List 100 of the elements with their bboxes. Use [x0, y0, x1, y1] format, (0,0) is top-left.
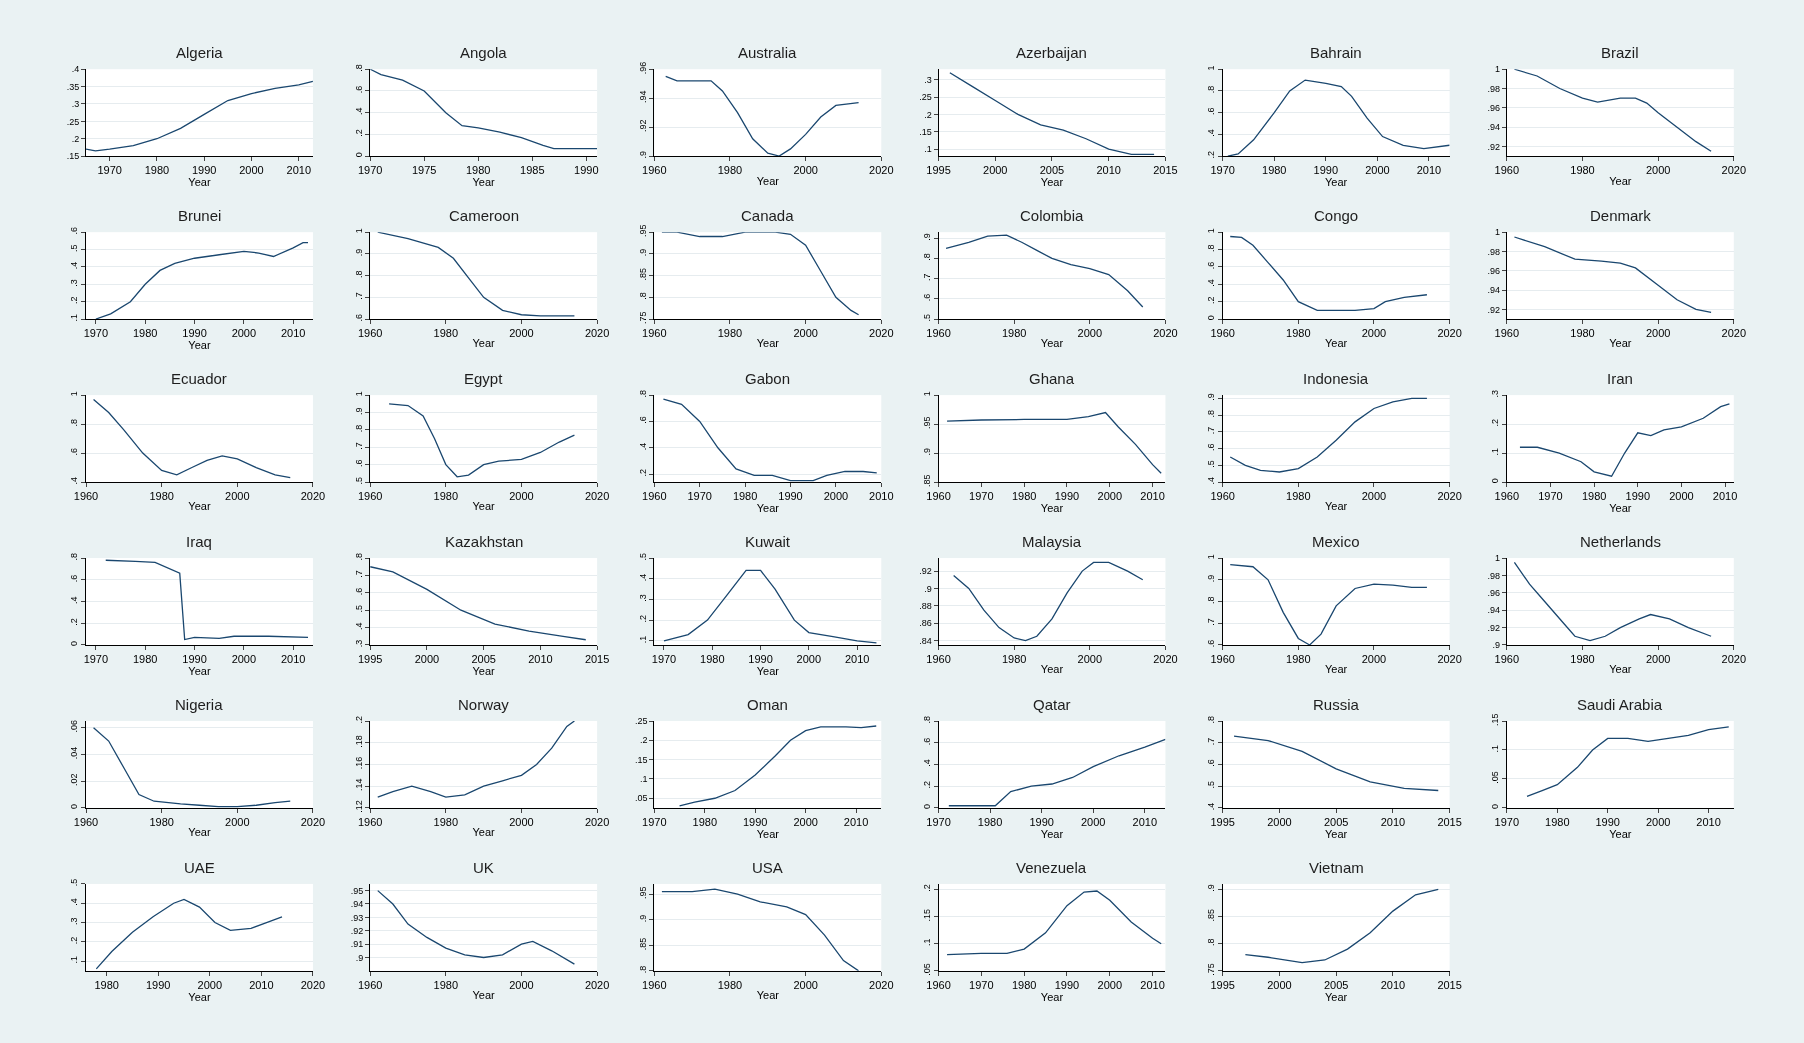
y-tick-label: .9 — [637, 151, 648, 159]
x-tick-label: 1980 — [132, 327, 158, 340]
chart-title: Vietnam — [1309, 859, 1364, 876]
x-tick-label: 1980 — [1545, 816, 1570, 829]
y-tick-label: .6 — [1206, 639, 1217, 648]
y-tick-label: .4 — [1206, 129, 1217, 137]
y-tick-label: .8 — [353, 270, 364, 279]
x-tick-label: 2010 — [286, 164, 311, 177]
x-tick-label: 2020 — [584, 490, 610, 503]
x-tick-label: 1980 — [1011, 490, 1037, 503]
x-tick-label: 1990 — [1029, 816, 1054, 829]
x-tick-label: 1995 — [926, 164, 951, 177]
x-axis-title: Year — [472, 337, 496, 350]
y-tick-label: .96 — [1487, 587, 1501, 598]
x-tick-label: 1990 — [778, 490, 803, 503]
x-tick-label: 1980 — [1286, 327, 1311, 340]
x-tick-label: 1990 — [191, 164, 217, 177]
line-series — [665, 75, 860, 157]
x-axis-title: Year — [188, 176, 211, 189]
chart-title: Denmark — [1590, 207, 1652, 224]
y-tick-label: .7 — [1206, 737, 1217, 746]
y-tick-label: .1 — [924, 144, 932, 155]
y-tick-label: .9 — [921, 447, 932, 456]
x-tick-label: 1960 — [1210, 653, 1235, 666]
y-tick-label: .92 — [1487, 141, 1501, 152]
chart-title: Venezuela — [1016, 859, 1087, 876]
chart-title: Colombia — [1020, 207, 1085, 224]
y-tick-label: .8 — [1206, 596, 1217, 604]
y-tick-label: 1 — [1495, 227, 1501, 238]
y-tick-label: .16 — [353, 756, 364, 770]
x-tick-label: 1980 — [717, 979, 743, 992]
y-tick-label: .7 — [353, 292, 364, 300]
y-tick-label: .98 — [1487, 83, 1501, 94]
x-tick-label: 2010 — [528, 653, 553, 666]
y-tick-label: 0 — [1206, 315, 1217, 321]
chart-title: Australia — [738, 44, 798, 61]
line-series — [1513, 236, 1712, 313]
x-tick-label: 2020 — [1437, 327, 1462, 340]
y-tick-label: .94 — [637, 90, 648, 104]
y-tick-label: .8 — [69, 418, 80, 427]
x-tick-label: 2020 — [300, 816, 326, 829]
x-tick-label: 1990 — [742, 816, 768, 829]
chart-title: Indonesia — [1303, 370, 1369, 387]
x-axis-title: Year — [756, 989, 780, 1002]
y-tick-label: .1 — [1490, 744, 1501, 753]
x-tick-label: 1980 — [1011, 979, 1037, 992]
x-tick-label: 2000 — [793, 327, 818, 340]
chart-title: UK — [473, 859, 494, 876]
y-tick-label: .3 — [353, 639, 364, 648]
y-tick-label: .6 — [1206, 107, 1217, 116]
x-tick-label: 1990 — [145, 979, 171, 992]
y-tick-label: .7 — [921, 273, 932, 282]
x-tick-label: 2000 — [239, 164, 264, 177]
x-tick-label: 2010 — [1380, 979, 1406, 992]
line-series — [661, 888, 860, 971]
line-series — [1233, 735, 1439, 792]
x-tick-label: 2005 — [1323, 979, 1349, 992]
x-tick-label: 2010 — [843, 816, 869, 829]
y-tick-label: .2 — [69, 296, 80, 305]
line-series — [370, 566, 587, 641]
line-series — [1229, 235, 1428, 312]
x-tick-label: 2000 — [796, 653, 822, 666]
chart-title: Algeria — [176, 44, 224, 61]
y-tick-label: .2 — [1490, 418, 1501, 427]
y-tick-label: .2 — [69, 618, 80, 626]
y-tick-label: .91 — [350, 939, 364, 950]
x-tick-label: 1970 — [1494, 816, 1520, 829]
x-tick-label: 2005 — [471, 653, 496, 666]
x-tick-label: 1980 — [433, 816, 459, 829]
x-axis-title: Year — [1325, 663, 1348, 676]
x-axis-title: Year — [756, 665, 780, 678]
line-series — [1229, 397, 1428, 473]
y-tick-label: .8 — [353, 424, 364, 433]
chart-title: Netherlands — [1580, 533, 1661, 550]
x-tick-label: 1960 — [1494, 653, 1520, 666]
y-tick-label: .8 — [1206, 244, 1217, 252]
x-tick-label: 1975 — [411, 164, 437, 177]
line-series — [370, 69, 598, 150]
x-axis-title: Year — [1325, 176, 1348, 189]
x-tick-label: 1990 — [1595, 816, 1620, 829]
y-tick-label: .5 — [69, 878, 80, 887]
y-tick-label: .6 — [353, 587, 364, 596]
line-series — [1519, 403, 1731, 477]
y-tick-label: .1 — [640, 774, 648, 785]
x-tick-label: 2010 — [844, 653, 870, 666]
y-tick-label: 1 — [1495, 553, 1501, 564]
chart-title: Congo — [1314, 207, 1359, 224]
x-axis-title: Year — [472, 989, 496, 1002]
chart-title: Nigeria — [175, 696, 224, 713]
y-tick-label: .15 — [919, 126, 932, 137]
x-tick-label: 2000 — [1081, 816, 1106, 829]
line-series — [678, 725, 877, 807]
chart-title: Ecuador — [171, 370, 227, 387]
line-series — [92, 727, 291, 808]
chart-title: Malaysia — [1022, 533, 1082, 550]
x-tick-label: 1980 — [700, 653, 725, 666]
x-tick-label: 2015 — [1437, 816, 1462, 829]
chart-title: Egypt — [464, 370, 504, 387]
x-tick-label: 2000 — [1669, 490, 1694, 503]
y-tick-label: .3 — [69, 917, 80, 925]
